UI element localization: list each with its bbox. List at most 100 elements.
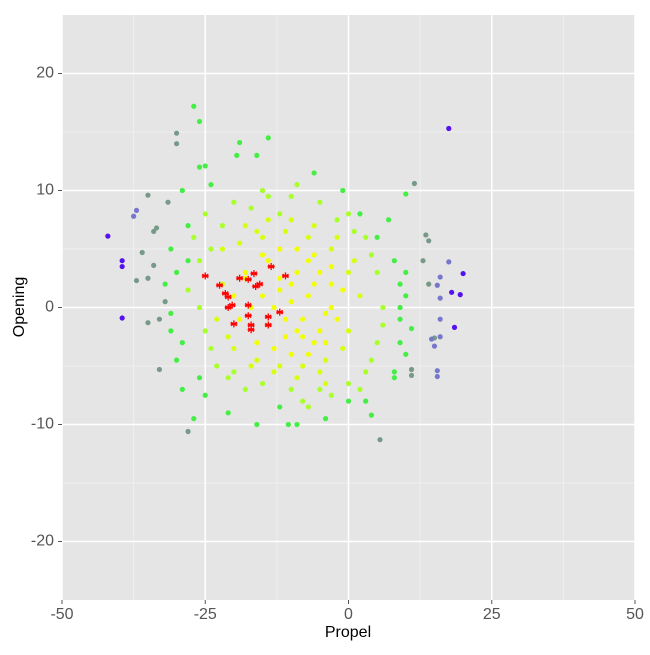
point <box>185 287 191 293</box>
point <box>254 340 260 346</box>
point <box>225 375 231 381</box>
point <box>288 193 294 199</box>
point <box>185 258 191 264</box>
point <box>191 103 197 109</box>
point <box>357 293 363 299</box>
point <box>265 193 271 199</box>
point <box>446 125 452 132</box>
point <box>288 299 294 305</box>
point <box>282 316 289 322</box>
point <box>311 170 317 176</box>
point <box>196 304 203 311</box>
point <box>357 211 363 217</box>
point <box>254 421 260 428</box>
point <box>133 207 140 213</box>
point <box>300 316 306 322</box>
point <box>423 232 429 238</box>
point <box>139 249 145 256</box>
point <box>322 416 329 422</box>
point <box>191 416 197 422</box>
point <box>219 223 226 229</box>
point <box>294 269 300 275</box>
point <box>294 182 300 188</box>
point <box>437 316 443 322</box>
point <box>391 258 397 264</box>
point <box>119 263 125 270</box>
point <box>248 363 254 369</box>
point <box>191 234 197 240</box>
x-tick-label: -25 <box>194 606 217 623</box>
point <box>237 139 243 146</box>
point <box>165 199 171 205</box>
star-point <box>244 275 252 283</box>
point <box>334 316 340 322</box>
star-point <box>252 282 260 290</box>
point <box>300 334 306 340</box>
point <box>277 275 283 281</box>
point <box>397 281 403 287</box>
point <box>351 258 357 264</box>
point <box>277 246 283 252</box>
point <box>231 345 237 352</box>
star-point <box>244 312 252 320</box>
point <box>237 316 243 322</box>
point <box>179 340 185 346</box>
point <box>460 270 466 277</box>
point <box>242 223 248 229</box>
point <box>179 187 185 194</box>
point <box>219 246 226 252</box>
point <box>322 340 329 346</box>
point <box>174 357 180 363</box>
point <box>377 437 383 443</box>
point <box>451 324 458 330</box>
point <box>234 152 240 158</box>
star-point <box>228 301 236 309</box>
point <box>242 386 248 392</box>
point <box>408 325 415 332</box>
star-point <box>264 313 272 321</box>
point <box>145 275 151 281</box>
point <box>351 228 357 235</box>
point <box>397 304 403 311</box>
point <box>368 252 375 258</box>
point <box>145 320 151 326</box>
point <box>305 293 311 299</box>
point <box>386 217 392 223</box>
point <box>196 118 203 125</box>
y-tick-label: 10 <box>36 182 54 199</box>
point <box>185 223 191 229</box>
point <box>437 274 443 280</box>
point <box>151 228 157 235</box>
point <box>119 315 125 321</box>
point <box>254 152 260 158</box>
point <box>311 223 317 229</box>
point <box>391 369 397 375</box>
point <box>259 293 266 299</box>
point <box>345 328 352 334</box>
point <box>225 410 231 416</box>
point <box>174 269 180 275</box>
point <box>380 322 386 328</box>
point <box>322 357 329 363</box>
point <box>277 287 283 293</box>
star-point <box>224 293 232 301</box>
point <box>202 163 208 169</box>
point <box>208 182 214 188</box>
point <box>317 369 323 375</box>
star-point <box>247 326 255 334</box>
point <box>168 328 174 334</box>
point <box>363 398 369 404</box>
point <box>265 135 271 141</box>
point <box>391 375 397 381</box>
point <box>277 363 283 369</box>
point <box>345 380 352 387</box>
point <box>202 211 208 217</box>
point <box>368 412 375 418</box>
point <box>340 187 346 194</box>
point <box>317 386 323 392</box>
point <box>237 240 243 246</box>
point <box>162 299 168 305</box>
star-point <box>236 274 244 282</box>
star-point <box>281 272 289 280</box>
